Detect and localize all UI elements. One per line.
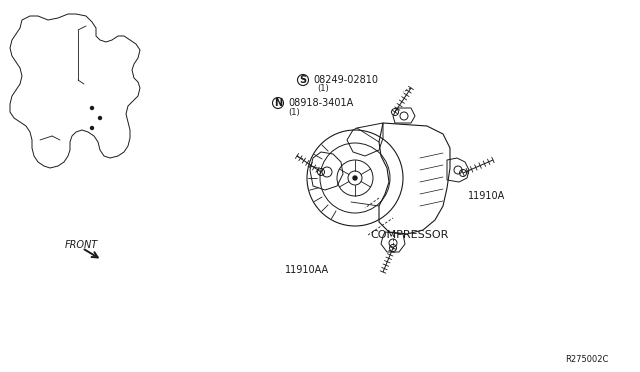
Text: S: S (300, 75, 307, 85)
Text: 08249-02810: 08249-02810 (313, 75, 378, 85)
Text: R275002C: R275002C (565, 356, 609, 365)
Text: 08918-3401A: 08918-3401A (288, 98, 353, 108)
Text: N: N (274, 98, 282, 108)
Text: (1): (1) (317, 84, 329, 93)
Circle shape (90, 126, 93, 129)
Circle shape (99, 116, 102, 119)
Text: 11910AA: 11910AA (285, 265, 329, 275)
Circle shape (90, 106, 93, 109)
Text: COMPRESSOR: COMPRESSOR (370, 230, 449, 240)
Text: (1): (1) (288, 108, 300, 116)
Text: 11910A: 11910A (468, 191, 505, 201)
Circle shape (353, 176, 357, 180)
Text: FRONT: FRONT (65, 240, 99, 250)
